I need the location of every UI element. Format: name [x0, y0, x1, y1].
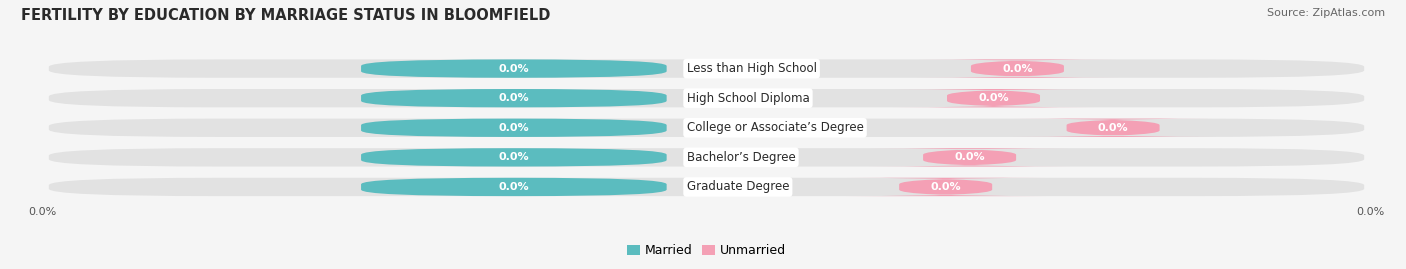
FancyBboxPatch shape	[918, 59, 1118, 78]
Legend: Married, Unmarried: Married, Unmarried	[621, 239, 792, 262]
FancyBboxPatch shape	[846, 178, 1045, 196]
FancyBboxPatch shape	[361, 178, 666, 196]
FancyBboxPatch shape	[894, 89, 1092, 107]
FancyBboxPatch shape	[49, 89, 1364, 107]
Text: 0.0%: 0.0%	[955, 152, 986, 162]
Text: Bachelor’s Degree: Bachelor’s Degree	[686, 151, 796, 164]
Text: 0.0%: 0.0%	[499, 93, 529, 103]
FancyBboxPatch shape	[870, 148, 1069, 167]
FancyBboxPatch shape	[361, 59, 666, 78]
Text: 0.0%: 0.0%	[499, 152, 529, 162]
Text: FERTILITY BY EDUCATION BY MARRIAGE STATUS IN BLOOMFIELD: FERTILITY BY EDUCATION BY MARRIAGE STATU…	[21, 8, 551, 23]
FancyBboxPatch shape	[49, 119, 1364, 137]
Text: 0.0%: 0.0%	[979, 93, 1010, 103]
Text: 0.0%: 0.0%	[1098, 123, 1129, 133]
Text: College or Associate’s Degree: College or Associate’s Degree	[686, 121, 863, 134]
FancyBboxPatch shape	[361, 119, 666, 137]
Text: Graduate Degree: Graduate Degree	[686, 180, 789, 193]
FancyBboxPatch shape	[49, 59, 1364, 78]
Text: Less than High School: Less than High School	[686, 62, 817, 75]
Text: 0.0%: 0.0%	[931, 182, 960, 192]
FancyBboxPatch shape	[49, 178, 1364, 196]
FancyBboxPatch shape	[1014, 119, 1213, 137]
Text: 0.0%: 0.0%	[1002, 63, 1033, 74]
Text: High School Diploma: High School Diploma	[686, 92, 810, 105]
Text: 0.0%: 0.0%	[499, 123, 529, 133]
Text: 0.0%: 0.0%	[499, 63, 529, 74]
Text: Source: ZipAtlas.com: Source: ZipAtlas.com	[1267, 8, 1385, 18]
FancyBboxPatch shape	[49, 148, 1364, 167]
Text: 0.0%: 0.0%	[499, 182, 529, 192]
FancyBboxPatch shape	[361, 89, 666, 107]
FancyBboxPatch shape	[361, 148, 666, 167]
